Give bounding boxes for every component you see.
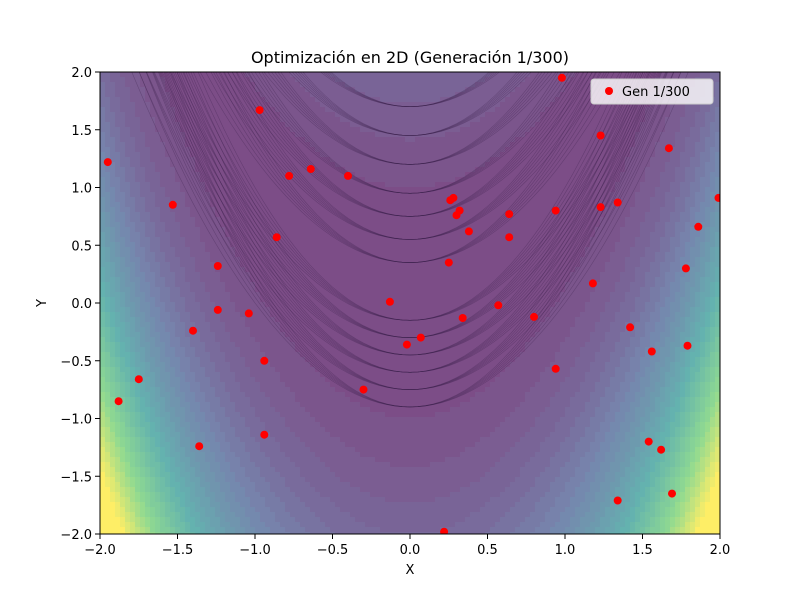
scatter-point	[664, 144, 673, 153]
y-tick-label: 1.5	[71, 124, 92, 139]
scatter-point	[557, 73, 566, 82]
scatter-point	[255, 106, 264, 115]
y-tick-label: −1.5	[60, 470, 92, 485]
y-tick-label: −2.0	[60, 528, 92, 543]
scatter-point	[458, 314, 467, 322]
x-tick-label: −0.5	[317, 543, 349, 558]
scatter-point	[213, 262, 222, 270]
scatter-point	[455, 206, 464, 215]
scatter-point	[344, 171, 352, 180]
scatter-point	[114, 397, 123, 406]
scatter-point	[464, 227, 473, 236]
x-tick-label: 2.0	[710, 543, 731, 558]
x-tick-label: 1.5	[632, 543, 653, 558]
scatter-point	[260, 356, 269, 365]
scatter-point	[596, 131, 605, 140]
legend-marker	[605, 87, 613, 95]
scatter-point	[385, 297, 394, 306]
scatter-point	[626, 323, 635, 332]
scatter-point	[272, 233, 281, 242]
scatter-point	[530, 312, 538, 321]
x-axis-ticks: −2.0 −1.5 −1.0 −0.5 0.0 0.5 1.0 1.5 2.0	[84, 534, 730, 558]
scatter-point	[551, 364, 560, 373]
y-axis-label: Y	[35, 299, 50, 308]
x-tick-label: 0.5	[477, 543, 498, 558]
scatter-point	[244, 309, 253, 318]
scatter-point	[168, 200, 177, 209]
scatter-point	[494, 301, 503, 310]
x-tick-label: −1.5	[162, 543, 194, 558]
scatter-point	[195, 442, 204, 451]
scatter-point	[134, 375, 143, 384]
legend: Gen 1/300	[590, 78, 714, 105]
x-tick-label: −2.0	[84, 543, 116, 558]
x-tick-label: 0.0	[400, 543, 421, 558]
scatter-point	[613, 198, 622, 207]
scatter-point	[681, 264, 690, 273]
scatter-point	[444, 258, 453, 267]
chart-title: Optimización en 2D (Generación 1/300)	[251, 48, 569, 67]
scatter-point	[103, 158, 112, 167]
scatter-point	[306, 165, 315, 173]
scatter-point	[694, 222, 703, 231]
scatter-point	[359, 385, 368, 394]
y-tick-label: 0.0	[71, 297, 92, 312]
scatter-points	[103, 73, 720, 534]
plot-area	[100, 72, 720, 534]
x-tick-label: 1.0	[555, 543, 576, 558]
scatter-point	[402, 340, 411, 349]
legend-label: Gen 1/300	[622, 85, 690, 100]
scatter-point	[213, 305, 222, 314]
scatter-point	[657, 445, 666, 454]
contour-fill	[100, 72, 720, 534]
legend-box	[590, 78, 714, 105]
scatter-point	[613, 496, 622, 505]
scatter-point	[644, 437, 653, 446]
y-tick-label: 0.5	[71, 239, 92, 254]
y-tick-label: 1.0	[71, 182, 92, 197]
scatter-point	[285, 171, 294, 180]
scatter-point	[596, 203, 605, 212]
scatter-point	[588, 279, 597, 288]
scatter-point	[416, 333, 425, 342]
scatter-point	[683, 341, 692, 350]
scatter-point	[505, 233, 514, 242]
scatter-point	[449, 193, 458, 202]
y-tick-label: −0.5	[60, 355, 92, 370]
x-axis-label: X	[406, 563, 415, 578]
scatter-point	[668, 489, 676, 498]
scatter-point	[505, 210, 514, 219]
scatter-point	[714, 193, 720, 202]
y-tick-label: 2.0	[71, 66, 92, 81]
scatter-point	[647, 347, 656, 356]
scatter-point	[189, 326, 197, 335]
scatter-point	[260, 430, 269, 439]
scatter-point	[551, 206, 560, 215]
y-axis-ticks: −2.0 −1.5 −1.0 −0.5 0.0 0.5 1.0 1.5 2.0	[60, 66, 100, 543]
scatter-point	[440, 527, 449, 534]
y-tick-label: −1.0	[60, 413, 92, 428]
x-tick-label: −1.0	[239, 543, 271, 558]
